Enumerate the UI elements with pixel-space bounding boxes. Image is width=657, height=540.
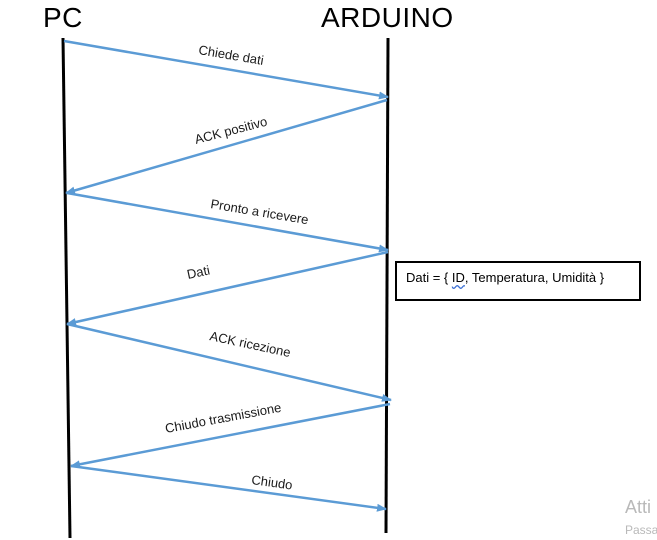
- message-arrow: [70, 402, 391, 469]
- note-id-underlined: ID: [451, 270, 465, 285]
- message-arrow: [66, 191, 389, 253]
- lifeline-pc: [61, 37, 72, 539]
- note-prefix: Dati = {: [406, 270, 452, 285]
- message-label: ACK ricezione: [208, 328, 292, 360]
- watermark-line-2: Passa: [625, 523, 657, 537]
- message-label: Chiudo trasmissione: [164, 400, 283, 436]
- message-arrow: [65, 98, 388, 195]
- message-arrow: [63, 39, 389, 100]
- message-arrow: [70, 464, 387, 512]
- actor-arduino-label: ARDUINO: [321, 2, 454, 33]
- message-label: Pronto a ricevere: [210, 196, 310, 227]
- message-arrow: [66, 250, 389, 326]
- note-suffix: , Temperatura, Umidità }: [464, 270, 605, 285]
- message-label: Dati: [186, 262, 212, 282]
- data-note-box: Dati = { ID, Temperatura, Umidità }: [395, 261, 641, 301]
- message-label: Chiede dati: [197, 42, 264, 68]
- message-arrow: [66, 322, 392, 402]
- actor-pc-label: PC: [43, 2, 83, 33]
- lifeline-arduino: [384, 37, 390, 534]
- message-label: Chiudo: [251, 472, 294, 492]
- watermark-line-1: Atti: [625, 497, 652, 517]
- message-arrows: Chiede dati ACK positivo Pronto a ricevere…: [63, 39, 392, 512]
- message-label: ACK positivo: [193, 114, 269, 147]
